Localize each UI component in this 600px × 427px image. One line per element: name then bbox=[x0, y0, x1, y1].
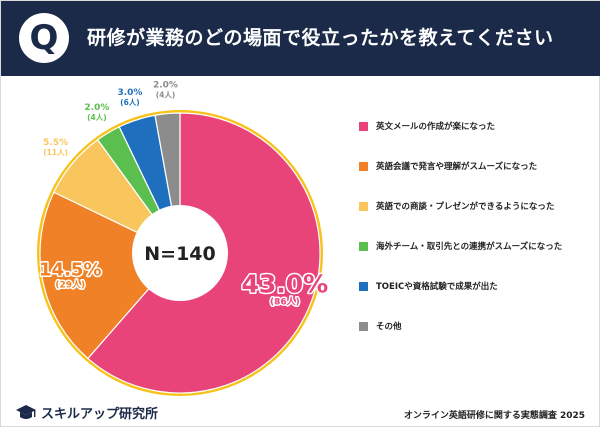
slice-count-label: (86人) bbox=[270, 295, 300, 307]
pie-slice-2 bbox=[39, 191, 181, 360]
slice-count-label: (29人) bbox=[55, 278, 85, 290]
slice-percent-label: 5.5% bbox=[43, 138, 68, 148]
pie-chart: N=140 43.0%(86人)14.5%(29人)5.5%(11人)2.0%(… bbox=[37, 80, 330, 396]
slice-count-label: (4人) bbox=[87, 113, 107, 122]
legend-item: 英語会議で発言や理解がスムーズになった bbox=[359, 159, 537, 173]
legend-swatch bbox=[359, 241, 368, 251]
brand-name: スキルアップ研究所 bbox=[41, 407, 159, 422]
q-badge: Q bbox=[19, 13, 69, 63]
legend-label: 英文メールの作成が楽になった bbox=[376, 122, 496, 132]
legend-label: 英語での商談・プレゼンができるようになった bbox=[376, 202, 555, 212]
legend-swatch bbox=[359, 201, 368, 211]
slice-count-label: (11人) bbox=[43, 148, 68, 157]
legend-label: 英語会議で発言や理解がスムーズになった bbox=[376, 162, 538, 172]
graduation-cap-icon bbox=[16, 404, 36, 419]
legend-item: その他 bbox=[359, 319, 402, 333]
legend-item: 英文メールの作成が楽になった bbox=[359, 119, 495, 133]
pie-center-label: N=140 bbox=[144, 243, 215, 265]
slice-percent-label: 14.5% bbox=[39, 259, 101, 280]
legend-swatch bbox=[359, 121, 368, 131]
question-header: Q 研修が業務のどの場面で役立ったかを教えてください bbox=[1, 1, 600, 76]
legend-item: 海外チーム・取引先との連携がスムーズになった bbox=[359, 239, 562, 253]
slice-percent-label: 2.0% bbox=[84, 103, 109, 113]
legend-swatch bbox=[359, 321, 368, 331]
legend-label: 海外チーム・取引先との連携がスムーズになった bbox=[376, 242, 563, 252]
legend-swatch bbox=[359, 161, 368, 171]
legend-item: 英語での商談・プレゼンができるようになった bbox=[359, 199, 554, 213]
legend-item: TOEICや資格試験で成果が出た bbox=[359, 279, 498, 293]
q-badge-letter: Q bbox=[29, 18, 59, 58]
legend-label: その他 bbox=[376, 322, 402, 332]
slice-count-label: (4人) bbox=[156, 91, 176, 100]
slice-percent-label: 43.0% bbox=[241, 269, 328, 298]
survey-source: オンライン英語研修に関する実態調査 2025 bbox=[403, 411, 585, 421]
legend-swatch bbox=[359, 281, 368, 291]
slice-percent-label: 2.0% bbox=[153, 81, 178, 91]
pie-data-labels: 43.0%(86人)14.5%(29人)5.5%(11人)2.0%(4人)3.0… bbox=[38, 80, 330, 309]
brand-logo: スキルアップ研究所 bbox=[15, 403, 158, 422]
legend-label: TOEICや資格試験で成果が出た bbox=[376, 282, 498, 292]
question-title: 研修が業務のどの場面で役立ったかを教えてください bbox=[87, 27, 554, 49]
slice-count-label: (6人) bbox=[120, 98, 140, 107]
slice-percent-label: 3.0% bbox=[117, 88, 142, 98]
pie-center-hole bbox=[132, 205, 228, 301]
